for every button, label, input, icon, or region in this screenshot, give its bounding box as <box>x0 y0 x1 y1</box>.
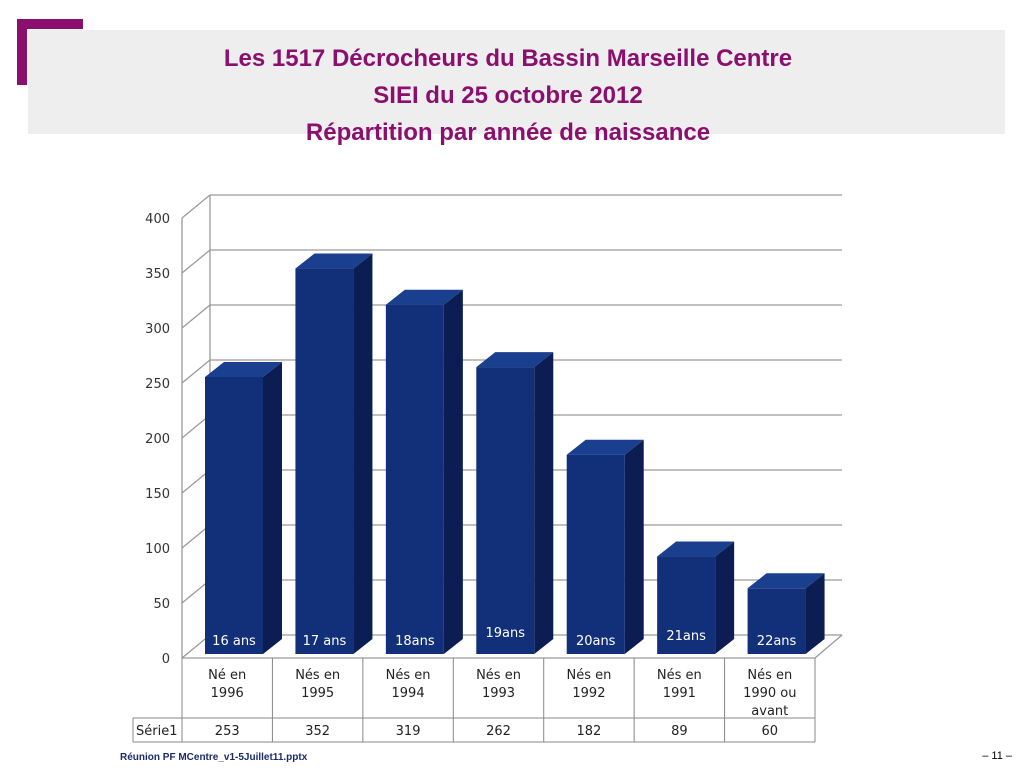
bar-top <box>295 253 373 269</box>
y-tick-label: 200 <box>145 432 170 447</box>
footer-page-number: – 11 – <box>982 750 1012 762</box>
bar-front <box>476 367 535 654</box>
gridline-side <box>181 194 211 219</box>
bar <box>205 361 282 654</box>
bar-side <box>715 541 735 654</box>
gridline-side <box>181 304 211 329</box>
bar <box>566 439 644 654</box>
bar-side <box>534 352 554 654</box>
bar-top <box>385 289 463 305</box>
data-value: 319 <box>396 724 421 739</box>
x-tick-label: Nés en 1992 <box>566 668 611 701</box>
bar-label: 22ans <box>757 634 797 649</box>
bar-front <box>205 376 263 654</box>
bar-top <box>747 573 825 589</box>
bar-front <box>747 588 806 654</box>
data-value: 253 <box>215 724 240 739</box>
bar-side <box>443 289 463 654</box>
bar-side <box>353 253 373 654</box>
data-value: 60 <box>762 724 779 739</box>
title-line-1: Les 1517 Décrocheurs du Bassin Marseille… <box>223 45 793 72</box>
title-line-2: SIEI du 25 octobre 2012 <box>373 82 643 109</box>
y-tick-label: 50 <box>153 597 170 612</box>
y-tick-label: 100 <box>145 542 170 557</box>
bar-label: 17 ans <box>303 634 347 649</box>
bar <box>476 352 554 654</box>
data-value: 182 <box>577 724 602 739</box>
bar <box>747 573 825 654</box>
bar-label: 20ans <box>576 634 616 649</box>
gridline-side <box>181 359 211 384</box>
corner-decoration <box>17 19 83 85</box>
data-value: 352 <box>305 724 330 739</box>
x-tick-label: Nés en 1991 <box>657 668 702 701</box>
x-tick-label: Nés en 1995 <box>295 668 340 701</box>
y-tick-label: 300 <box>145 322 170 337</box>
data-value: 89 <box>671 724 688 739</box>
title-line-3: Répartition par année de naissance <box>305 119 711 146</box>
gridline-side <box>181 249 211 274</box>
bar-side <box>805 573 825 654</box>
x-tick-label: Né en 1996 <box>208 668 246 701</box>
bar-label: 21ans <box>666 629 706 644</box>
slide-title: Les 1517 Décrocheurs du Bassin Marseille… <box>28 40 988 151</box>
bar-top <box>205 361 282 377</box>
bar-label: 19ans <box>486 626 526 641</box>
y-tick-label: 400 <box>145 212 170 227</box>
bar <box>385 289 463 654</box>
x-tick-label: Nés en 1994 <box>386 668 431 701</box>
bar-top <box>476 352 554 368</box>
bar <box>657 541 735 654</box>
bar-front <box>657 556 716 654</box>
y-tick-label: 150 <box>145 487 170 502</box>
data-value: 262 <box>486 724 511 739</box>
x-tick-label: Nés en 1993 <box>476 668 521 701</box>
y-tick-label: 350 <box>145 267 170 282</box>
bar-label: 18ans <box>395 634 435 649</box>
bar-side <box>624 439 644 654</box>
bar-top <box>657 541 735 557</box>
bar <box>295 253 373 654</box>
floor-side <box>814 634 843 659</box>
series-name: Série1 <box>136 724 177 739</box>
x-tick-label: Nés en 1990 ou avant <box>743 668 796 719</box>
bar-front <box>295 268 354 654</box>
footer-filename: Réunion PF MCentre_v1-5Juillet11.pptx <box>120 752 308 763</box>
bar-top <box>566 439 644 455</box>
bar-front <box>385 304 444 654</box>
bar-front <box>566 454 625 654</box>
title-band <box>28 30 1005 134</box>
bar-label: 16 ans <box>212 634 256 649</box>
bar-side <box>263 361 282 654</box>
y-tick-label: 0 <box>162 652 170 667</box>
y-tick-label: 250 <box>145 377 170 392</box>
